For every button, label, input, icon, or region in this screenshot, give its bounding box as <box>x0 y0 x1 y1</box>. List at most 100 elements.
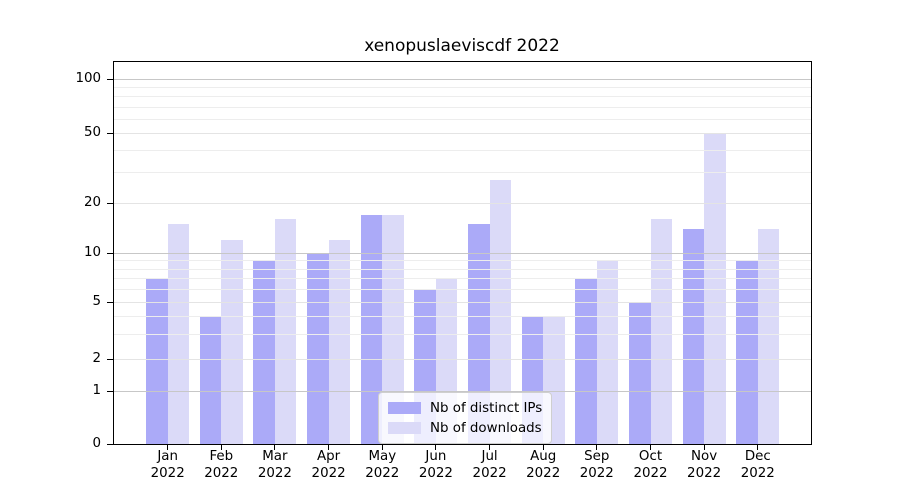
gridline-8 <box>114 268 811 270</box>
y-tick-mark-100 <box>107 78 113 80</box>
x-tick-label-year: 2022 <box>311 465 346 481</box>
gridline-40 <box>114 150 811 151</box>
bar-nb-of-distinct-ips-apr <box>307 253 329 444</box>
gridline-100 <box>114 79 811 80</box>
x-tick-label-mar: Mar 2022 <box>243 449 307 482</box>
legend-swatch <box>388 422 421 434</box>
gridline-2 <box>114 359 811 360</box>
x-tick-label-aug: Aug 2022 <box>511 449 575 482</box>
x-tick-label-jun: Jun 2022 <box>404 449 468 482</box>
x-tick-mark-jun <box>435 445 437 450</box>
gridline-90 <box>114 87 811 89</box>
x-tick-label-apr: Apr 2022 <box>297 449 361 482</box>
x-tick-label-jan: Jan 2022 <box>136 449 200 482</box>
x-tick-label-month: May <box>368 449 397 464</box>
y-tick-label-2: 2 <box>92 351 101 366</box>
x-tick-mark-nov <box>703 445 705 450</box>
y-tick-mark-5 <box>107 301 113 303</box>
y-tick-mark-50 <box>107 132 113 134</box>
x-tick-mark-oct <box>650 445 651 450</box>
x-tick-label-year: 2022 <box>472 465 507 481</box>
bar-nb-of-distinct-ips-dec <box>736 260 758 444</box>
x-tick-label-month: Aug <box>530 449 557 464</box>
legend-item: Nb of distinct IPs <box>388 401 542 416</box>
bar-nb-of-downloads-feb <box>221 239 243 444</box>
x-tick-label-month: Oct <box>638 449 663 464</box>
gridline-80 <box>114 96 811 98</box>
gridline-6 <box>114 289 811 291</box>
y-tick-label-1: 1 <box>92 383 101 398</box>
gridline-30 <box>114 172 811 173</box>
x-tick-label-month: Jun <box>425 449 447 464</box>
gridline-5 <box>114 302 811 303</box>
bar-nb-of-downloads-mar <box>274 219 297 444</box>
x-tick-label-month: Apr <box>317 449 341 464</box>
gridline-50 <box>114 133 811 134</box>
x-tick-label-oct: Oct 2022 <box>619 449 683 482</box>
bar-nb-of-distinct-ips-sep <box>575 278 597 444</box>
bar-nb-of-distinct-ips-nov <box>682 228 705 444</box>
bar-nb-of-downloads-apr <box>328 239 351 444</box>
bar-nb-of-distinct-ips-feb <box>199 315 222 444</box>
gridline-20 <box>114 203 811 204</box>
x-tick-label-year: 2022 <box>740 465 775 481</box>
x-tick-label-year: 2022 <box>526 465 561 481</box>
x-tick-label-month: Jul <box>481 449 498 464</box>
x-tick-label-month: Nov <box>691 449 718 464</box>
x-tick-mark-sep <box>596 445 598 450</box>
plot-area <box>113 61 812 445</box>
bar-nb-of-distinct-ips-mar <box>253 260 275 444</box>
x-tick-label-jul: Jul 2022 <box>458 449 522 482</box>
y-tick-mark-0 <box>107 443 113 445</box>
x-tick-label-month: Jan <box>157 449 179 464</box>
x-tick-label-dec: Dec 2022 <box>726 449 790 482</box>
x-tick-mark-dec <box>757 445 759 450</box>
x-tick-label-month: Dec <box>744 449 771 464</box>
bar-nb-of-downloads-sep <box>596 260 619 444</box>
x-tick-label-month: Sep <box>584 449 610 464</box>
y-tick-label-5: 5 <box>92 294 101 309</box>
x-tick-label-sep: Sep 2022 <box>565 449 629 482</box>
x-tick-label-may: May 2022 <box>350 449 414 482</box>
gridline-70 <box>114 106 811 108</box>
y-tick-mark-20 <box>107 202 113 204</box>
x-tick-mark-jul <box>489 445 491 450</box>
gridline-3 <box>114 333 811 335</box>
legend-label: Nb of downloads <box>430 420 542 436</box>
y-tick-label-50: 50 <box>83 125 101 140</box>
y-tick-mark-1 <box>107 390 113 392</box>
gridline-9 <box>114 260 811 262</box>
x-tick-label-year: 2022 <box>633 465 668 481</box>
bar-nb-of-downloads-dec <box>757 228 780 444</box>
bar-nb-of-downloads-jul <box>489 180 512 444</box>
bar-nb-of-downloads-nov <box>704 133 726 444</box>
bar-nb-of-distinct-ips-jan <box>146 278 168 444</box>
x-tick-label-year: 2022 <box>257 465 292 481</box>
bar-nb-of-downloads-oct <box>650 219 672 444</box>
gridline-1 <box>114 391 811 392</box>
x-tick-label-year: 2022 <box>418 465 453 481</box>
y-tick-label-0: 0 <box>92 436 101 451</box>
bar-nb-of-downloads-may <box>382 214 404 444</box>
legend-label: Nb of distinct IPs <box>430 400 543 416</box>
x-tick-mark-feb <box>220 445 222 450</box>
legend-item: Nb of downloads <box>388 421 542 436</box>
x-tick-label-year: 2022 <box>365 465 400 481</box>
x-tick-label-year: 2022 <box>204 465 239 481</box>
y-tick-label-10: 10 <box>83 245 101 260</box>
legend: Nb of distinct IPs Nb of downloads <box>378 392 553 444</box>
x-tick-label-feb: Feb 2022 <box>189 449 253 482</box>
y-tick-label-100: 100 <box>75 71 101 86</box>
bar-nb-of-distinct-ips-may <box>360 214 383 444</box>
x-tick-mark-apr <box>328 445 330 450</box>
gridline-7 <box>114 278 811 280</box>
y-tick-mark-10 <box>107 252 113 254</box>
gridline-4 <box>114 315 811 317</box>
legend-swatch <box>388 402 421 414</box>
y-tick-mark-2 <box>107 358 113 360</box>
gridline-10 <box>114 253 811 254</box>
x-tick-mark-jan <box>167 445 169 450</box>
x-tick-label-month: Mar <box>262 449 288 464</box>
x-tick-label-nov: Nov 2022 <box>672 449 736 482</box>
